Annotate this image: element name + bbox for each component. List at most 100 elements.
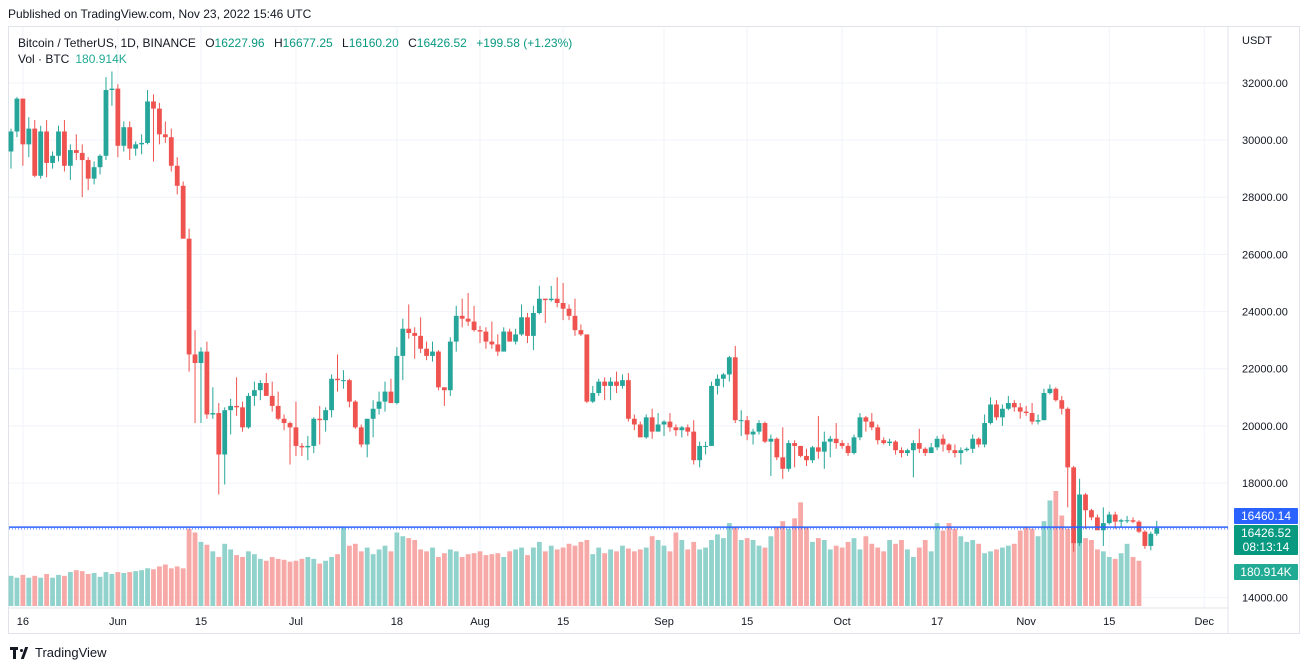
candle-body bbox=[376, 401, 382, 409]
close-price-tag: 16426.52 08:13:14 bbox=[1234, 525, 1298, 555]
candle-body bbox=[1112, 514, 1118, 522]
candle-body bbox=[798, 445, 803, 456]
candle-body bbox=[180, 185, 186, 239]
candle-body bbox=[1059, 400, 1065, 409]
y-tick-label: 26000.00 bbox=[1242, 249, 1288, 261]
candle-body bbox=[940, 438, 946, 445]
volume-bar bbox=[916, 547, 922, 606]
candle-body bbox=[186, 238, 192, 355]
volume-bar bbox=[216, 556, 222, 606]
candle-body bbox=[109, 88, 115, 91]
volume-bar bbox=[323, 560, 329, 606]
volume-bar bbox=[364, 547, 370, 606]
candle-body bbox=[406, 328, 412, 334]
candle-body bbox=[382, 391, 388, 402]
candle-body bbox=[352, 401, 358, 428]
volume-bar bbox=[293, 560, 299, 606]
volume-bar bbox=[756, 545, 762, 606]
candle-body bbox=[1041, 393, 1047, 421]
candle-body bbox=[863, 417, 869, 422]
x-tick-label: 15 bbox=[557, 616, 569, 628]
candle-body bbox=[299, 445, 305, 448]
candle-body bbox=[507, 331, 513, 342]
candle-body bbox=[602, 381, 608, 386]
candle-body bbox=[97, 155, 103, 168]
volume-bar bbox=[750, 540, 756, 606]
candle-body bbox=[525, 317, 530, 336]
volume-bar bbox=[240, 556, 245, 606]
volume-bar bbox=[388, 551, 394, 606]
candle-body bbox=[554, 298, 560, 303]
y-tick-label: 20000.00 bbox=[1242, 421, 1288, 433]
volume-bar bbox=[91, 573, 97, 606]
candle-body bbox=[774, 438, 780, 458]
volume-bar bbox=[685, 549, 691, 606]
volume-bar bbox=[85, 573, 91, 606]
volume-bar bbox=[145, 568, 150, 606]
volume-bar bbox=[501, 556, 507, 606]
volume-value: 180.914K bbox=[75, 52, 127, 66]
candle-body bbox=[542, 298, 548, 301]
y-tick-label: 18000.00 bbox=[1242, 478, 1288, 490]
y-tick-label: 22000.00 bbox=[1242, 364, 1288, 376]
candle-body bbox=[643, 417, 649, 438]
candle-body bbox=[269, 395, 275, 406]
candle-body bbox=[827, 438, 833, 442]
volume-bar bbox=[430, 547, 435, 606]
candle-body bbox=[976, 438, 982, 445]
volume-bar bbox=[774, 526, 780, 606]
volume-bar bbox=[804, 526, 809, 606]
candle-body bbox=[762, 423, 768, 442]
volume-bar bbox=[519, 547, 524, 606]
candle-body bbox=[988, 404, 993, 424]
volume-bar bbox=[32, 575, 38, 606]
candle-body bbox=[73, 150, 79, 153]
candle-body bbox=[655, 424, 661, 432]
volume-bar bbox=[548, 545, 554, 606]
volume-label[interactable]: Vol · BTC bbox=[18, 52, 70, 66]
candle-body bbox=[821, 441, 827, 452]
candle-body bbox=[67, 150, 73, 166]
x-tick-label: Sep bbox=[654, 616, 674, 628]
volume-bar bbox=[1059, 515, 1065, 606]
candle-body bbox=[1065, 408, 1071, 468]
candle-body bbox=[157, 108, 162, 135]
volume-bar bbox=[459, 556, 465, 606]
candle-body bbox=[91, 167, 97, 179]
close-value: 16426.52 bbox=[416, 36, 467, 50]
candle-body bbox=[982, 423, 987, 445]
volume-bar bbox=[815, 538, 821, 606]
volume-bar bbox=[536, 541, 542, 606]
volume-bar bbox=[905, 549, 910, 606]
volume-bar bbox=[127, 572, 133, 606]
x-tick-label: Oct bbox=[834, 616, 851, 628]
candle-body bbox=[127, 127, 133, 149]
candle-body bbox=[115, 88, 121, 146]
volume-bar bbox=[346, 545, 352, 606]
candle-body bbox=[38, 131, 44, 176]
y-tick-label: 14000.00 bbox=[1242, 592, 1288, 604]
volume-bar bbox=[596, 547, 602, 606]
candle-body bbox=[1047, 388, 1053, 394]
last-price-tag: 16460.14 bbox=[1234, 508, 1298, 524]
candle-body bbox=[1083, 494, 1088, 511]
volume-bar bbox=[412, 540, 418, 606]
volume-bar bbox=[335, 554, 340, 606]
volume-bar bbox=[620, 545, 625, 606]
chart-frame[interactable] bbox=[8, 26, 1300, 634]
volume-bar bbox=[269, 556, 275, 606]
volume-bar bbox=[709, 540, 714, 606]
high-label: H bbox=[273, 36, 283, 50]
candle-body bbox=[833, 438, 839, 444]
volume-bar bbox=[121, 573, 127, 606]
volume-bar bbox=[1047, 500, 1053, 606]
volume-bar bbox=[780, 521, 786, 606]
volume-bar bbox=[934, 523, 940, 606]
candle-body bbox=[893, 441, 898, 451]
symbol-label[interactable]: Bitcoin / TetherUS, 1D, BINANCE bbox=[18, 36, 196, 50]
candle-body bbox=[394, 355, 400, 404]
volume-bar bbox=[697, 549, 703, 606]
candle-body bbox=[50, 155, 55, 163]
footer-brand[interactable]: TradingView bbox=[10, 645, 107, 660]
